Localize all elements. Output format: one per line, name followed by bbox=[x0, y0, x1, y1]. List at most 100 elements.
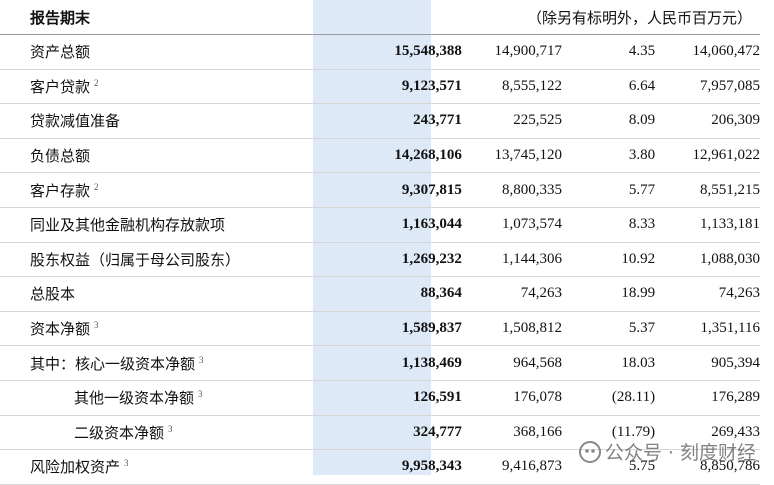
table-row: 贷款减值准备 243,771 225,525 8.09 206,309 bbox=[0, 103, 760, 139]
value-cell: 8,555,122 bbox=[465, 69, 562, 105]
table-row: 其他一级资本净额 3 126,591 176,078 (28.11) 176,289 bbox=[0, 380, 760, 416]
value-cell: (28.11) bbox=[561, 380, 656, 416]
footnote-mark: 3 bbox=[199, 354, 204, 365]
value-cell: 9,958,343 bbox=[354, 449, 466, 485]
value-cell: 126,591 bbox=[354, 380, 466, 416]
row-label-cell: 客户存款 2 bbox=[0, 172, 355, 208]
value-cell: 8.33 bbox=[561, 207, 656, 243]
value-cell: 176,289 bbox=[655, 380, 760, 416]
value-cell: 14,900,717 bbox=[465, 34, 562, 70]
row-label: 其中：核心一级资本净额 bbox=[30, 356, 196, 373]
value-cell: 5.37 bbox=[561, 311, 656, 347]
header-title: 报告期末 bbox=[0, 0, 355, 35]
row-label: 其他一级资本净额 bbox=[74, 391, 195, 408]
value-cell: 1,144,306 bbox=[465, 242, 562, 278]
footnote-mark: 3 bbox=[198, 389, 203, 400]
row-label-cell: 股东权益（归属于母公司股东） bbox=[0, 242, 355, 278]
row-label-cell: 资产总额 bbox=[0, 34, 355, 70]
row-label-cell: 负债总额 bbox=[0, 138, 355, 174]
value-cell: 368,166 bbox=[465, 415, 562, 451]
value-cell: 1,163,044 bbox=[354, 207, 466, 243]
value-cell: 88,364 bbox=[354, 276, 466, 312]
value-cell: 9,307,815 bbox=[354, 172, 466, 208]
table-row: 股东权益（归属于母公司股东） 1,269,232 1,144,306 10.92 1,0… bbox=[0, 242, 760, 278]
footnote-mark: 3 bbox=[168, 423, 173, 434]
row-label-cell: 二级资本净额 3 bbox=[0, 415, 355, 451]
value-cell: 9,123,571 bbox=[354, 69, 466, 105]
footnote-mark: 2 bbox=[94, 77, 99, 88]
value-cell: 1,073,574 bbox=[465, 207, 562, 243]
value-cell: 3.80 bbox=[561, 138, 656, 174]
row-label: 资本净额 bbox=[30, 322, 91, 339]
watermark: 公众号 · 刻度财经 bbox=[578, 438, 756, 465]
row-label: 二级资本净额 bbox=[74, 425, 165, 442]
row-label-cell: 其他一级资本净额 3 bbox=[0, 380, 355, 416]
table-row: 二级资本净额 3 324,777 368,166 (11.79) 269,433 bbox=[0, 415, 760, 451]
row-label: 客户贷款 bbox=[30, 79, 91, 96]
value-cell: 8,800,335 bbox=[465, 172, 562, 208]
value-cell: 1,269,232 bbox=[354, 242, 466, 278]
row-label: 总股本 bbox=[30, 287, 76, 304]
table-row: 同业及其他金融机构存放款项 1,163,044 1,073,574 8.33 1,133… bbox=[0, 207, 760, 243]
table-row: 资产总额 15,548,388 14,900,717 4.35 14,060,472 bbox=[0, 34, 760, 70]
table-row: 资本净额 3 1,589,837 1,508,812 5.37 1,351,116 bbox=[0, 311, 760, 347]
row-label-cell: 风险加权资产 3 bbox=[0, 449, 355, 485]
header-note: （除另有标明外，人民币百万元） bbox=[465, 0, 760, 35]
row-label-cell: 资本净额 3 bbox=[0, 311, 355, 347]
value-cell: 15,548,388 bbox=[354, 34, 466, 70]
value-cell: 9,416,873 bbox=[465, 449, 562, 485]
footnote-mark: 3 bbox=[124, 458, 129, 469]
table-row: 客户存款 2 9,307,815 8,800,335 5.77 8,551,215 bbox=[0, 172, 760, 208]
value-cell: 1,508,812 bbox=[465, 311, 562, 347]
value-cell: 1,133,181 bbox=[655, 207, 760, 243]
header-row: 报告期末 （除另有标明外，人民币百万元） bbox=[0, 0, 760, 35]
row-label-cell: 贷款减值准备 bbox=[0, 103, 355, 139]
value-cell: 269,433 bbox=[655, 415, 760, 451]
row-label-cell: 其中：核心一级资本净额 3 bbox=[0, 345, 355, 381]
table-row: 客户贷款 2 9,123,571 8,555,122 6.64 7,957,085 bbox=[0, 69, 760, 105]
value-cell: 1,351,116 bbox=[655, 311, 760, 347]
value-cell: 12,961,022 bbox=[655, 138, 760, 174]
row-label-cell: 总股本 bbox=[0, 276, 355, 312]
row-label: 负债总额 bbox=[30, 149, 91, 166]
value-cell: 14,268,106 bbox=[354, 138, 466, 174]
value-cell: 74,263 bbox=[465, 276, 562, 312]
row-label-cell: 客户贷款 2 bbox=[0, 69, 355, 105]
value-cell: 905,394 bbox=[655, 345, 760, 381]
value-cell: 324,777 bbox=[354, 415, 466, 451]
value-cell: 8,551,215 bbox=[655, 172, 760, 208]
value-cell: 1,138,469 bbox=[354, 345, 466, 381]
value-cell: 964,568 bbox=[465, 345, 562, 381]
value-cell: 14,060,472 bbox=[655, 34, 760, 70]
value-cell: 8.09 bbox=[561, 103, 656, 139]
watermark-text: 公众号 · 刻度财经 bbox=[604, 442, 756, 464]
row-label: 同业及其他金融机构存放款项 bbox=[30, 218, 226, 235]
value-cell: 1,589,837 bbox=[354, 311, 466, 347]
value-cell: 7,957,085 bbox=[655, 69, 760, 105]
value-cell: 176,078 bbox=[465, 380, 562, 416]
footnote-mark: 3 bbox=[94, 320, 99, 331]
row-label: 贷款减值准备 bbox=[30, 114, 121, 131]
table-row: 总股本 88,364 74,263 18.99 74,263 bbox=[0, 276, 760, 312]
row-label: 客户存款 bbox=[30, 183, 91, 200]
footnote-mark: 2 bbox=[94, 181, 99, 192]
value-cell: 206,309 bbox=[655, 103, 760, 139]
row-label: 风险加权资产 bbox=[30, 460, 121, 477]
value-cell: 74,263 bbox=[655, 276, 760, 312]
row-label: 资产总额 bbox=[30, 45, 91, 62]
value-cell: 5.77 bbox=[561, 172, 656, 208]
value-cell: 225,525 bbox=[465, 103, 562, 139]
table-row: 负债总额 14,268,106 13,745,120 3.80 12,961,022 bbox=[0, 138, 760, 174]
value-cell: 243,771 bbox=[354, 103, 466, 139]
value-cell: 18.99 bbox=[561, 276, 656, 312]
table-row: 其中：核心一级资本净额 3 1,138,469 964,568 18.03 905,394 bbox=[0, 345, 760, 381]
value-cell: 4.35 bbox=[561, 34, 656, 70]
value-cell: 13,745,120 bbox=[465, 138, 562, 174]
value-cell: 1,088,030 bbox=[655, 242, 760, 278]
value-cell: (11.79) bbox=[561, 415, 656, 451]
value-cell: 18.03 bbox=[561, 345, 656, 381]
row-label-cell: 同业及其他金融机构存放款项 bbox=[0, 207, 355, 243]
value-cell: 6.64 bbox=[561, 69, 656, 105]
